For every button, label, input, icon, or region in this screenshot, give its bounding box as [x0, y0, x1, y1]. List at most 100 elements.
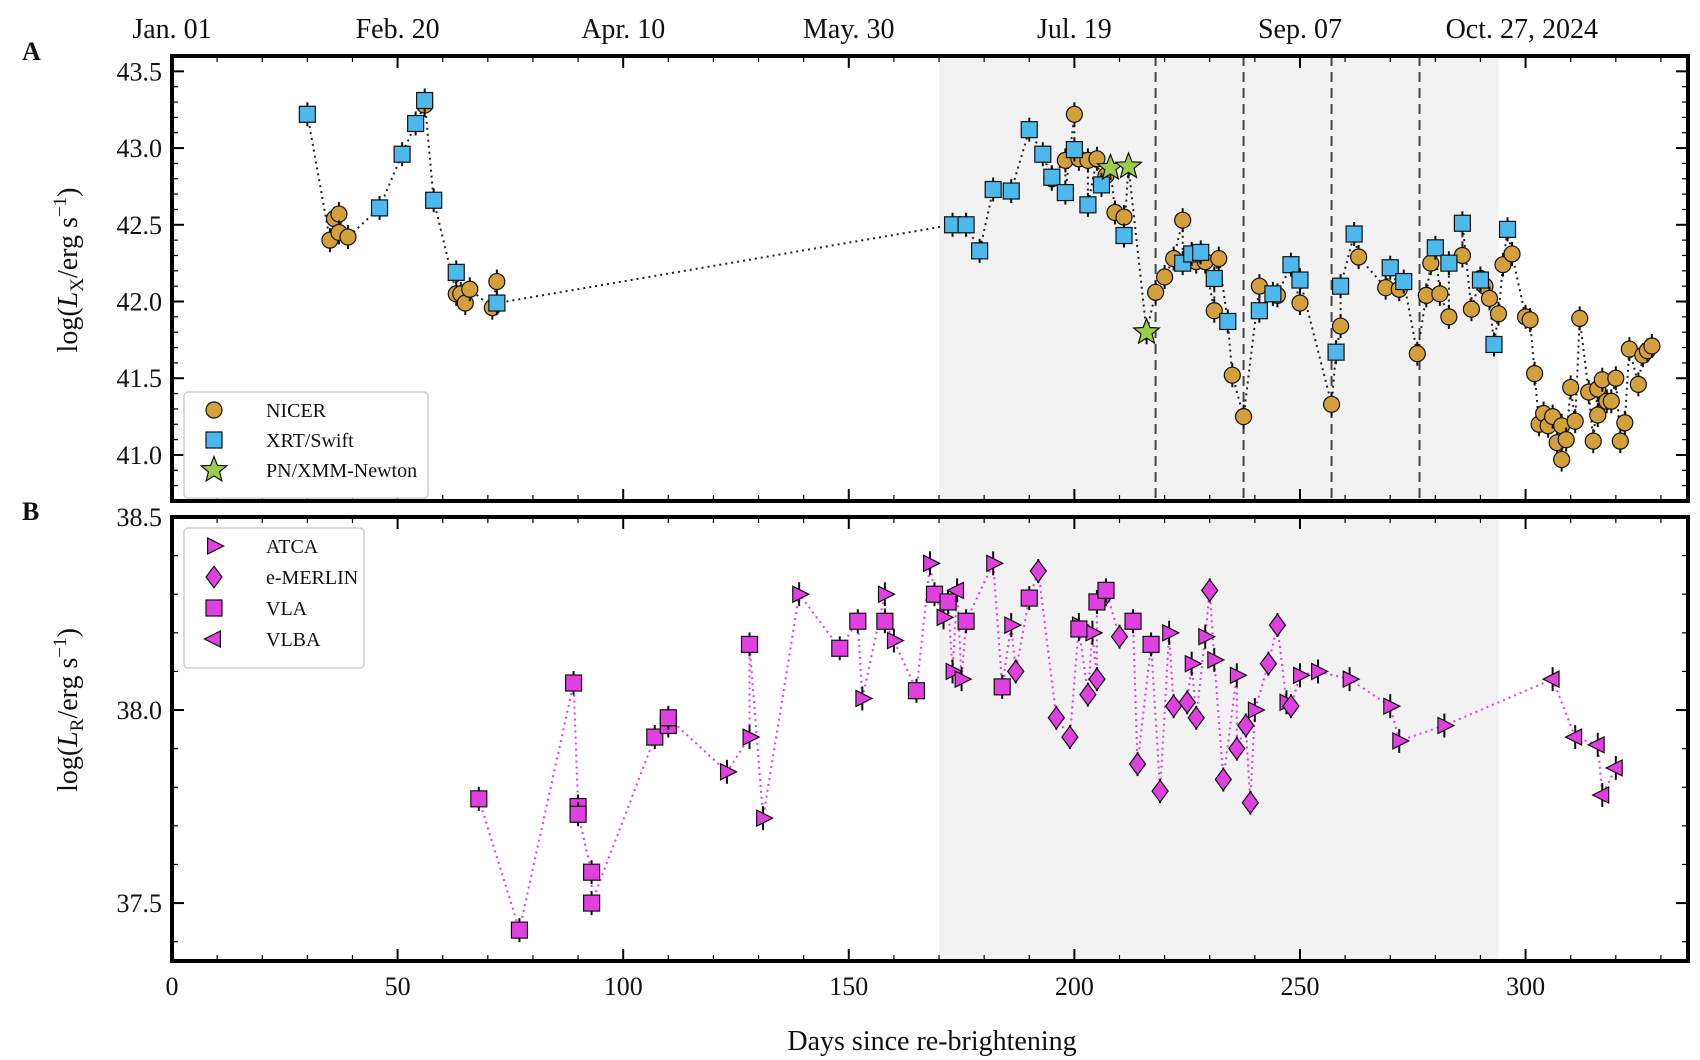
e-merlin-point: [1079, 682, 1097, 707]
nicer-point: [1589, 406, 1607, 424]
legend-box: [183, 391, 429, 499]
nicer-point: [1088, 150, 1106, 168]
vla-point: [1142, 635, 1160, 654]
nicer-point: [1350, 248, 1368, 266]
nicer-point: [1174, 211, 1192, 229]
panel-a-label: A: [22, 37, 41, 66]
e-merlin-point: [1187, 705, 1205, 730]
x-axis-label: Days since re-brightening: [787, 1026, 1076, 1057]
legend-marker-vla: [205, 599, 223, 617]
legend-marker-atca: [207, 537, 225, 555]
e-merlin-point: [1200, 578, 1219, 603]
atca-point: [1383, 697, 1402, 716]
vla-point: [583, 863, 601, 881]
legend-label-pn-xmm-newton: PN/XMM-Newton: [266, 460, 417, 482]
xrt-swift-point: [1002, 182, 1020, 200]
atca-point: [1162, 623, 1181, 642]
legend-marker-pn-xmm-newton: [199, 454, 229, 483]
nicer-point: [1571, 309, 1589, 327]
x-tick-label: 150: [829, 972, 868, 1001]
e-merlin-point: [1237, 713, 1255, 738]
xrt-swift-point: [1498, 220, 1517, 238]
atca-point: [954, 670, 973, 689]
y-tick-label: 43.0: [117, 134, 163, 163]
e-merlin-point: [1259, 651, 1278, 676]
atca-point: [1247, 701, 1266, 720]
x-tick-label: 50: [385, 972, 411, 1001]
xrt-swift-point: [1115, 226, 1133, 245]
vla-point: [876, 612, 894, 630]
legend-label-vla: VLA: [266, 598, 308, 620]
xrt-swift-point: [1034, 145, 1052, 163]
xrt-swift-point: [1395, 272, 1413, 291]
nicer-point: [1210, 249, 1228, 268]
x-tick-label: 0: [166, 972, 179, 1001]
nicer-point: [330, 205, 348, 223]
panel-a: 41.0 41.5 42.0 42.5 43.0 43.5 NICER XRT/Swift PN…: [117, 54, 1690, 503]
xrt-swift-point: [1250, 302, 1268, 320]
e-merlin-point: [1282, 694, 1300, 718]
vlba-point: [1564, 728, 1583, 747]
e-merlin-point: [1178, 690, 1196, 715]
nicer-point: [1146, 283, 1165, 301]
atca-point: [742, 728, 761, 747]
atca-point: [792, 585, 811, 604]
y-tick-label: 42.0: [117, 288, 163, 317]
atca-point: [1198, 627, 1217, 646]
nicer-point: [1422, 254, 1440, 272]
nicer-point: [1331, 317, 1350, 335]
atca-point: [886, 631, 905, 650]
xrt-swift-point: [1471, 271, 1490, 289]
xrt-swift-point: [1453, 214, 1472, 232]
xrt-swift-point: [298, 105, 316, 123]
vla-point: [569, 805, 587, 823]
y-tick-label: 43.5: [117, 57, 163, 86]
nicer-point: [339, 228, 357, 246]
legend-box: [183, 527, 365, 669]
nicer-point: [1234, 408, 1253, 426]
nicer-point: [488, 272, 506, 291]
nicer-point: [1440, 308, 1458, 326]
vlba-point: [1591, 786, 1610, 804]
nicer-point: [1205, 302, 1223, 320]
atca-point: [1311, 662, 1329, 681]
e-merlin-point: [1006, 659, 1025, 684]
nicer-point: [1322, 395, 1341, 413]
legend-label-atca: ATCA: [266, 536, 319, 558]
atca-point: [1292, 666, 1311, 685]
nicer-point: [1643, 337, 1661, 355]
vla-point: [470, 790, 488, 808]
nicer-point: [1562, 378, 1580, 397]
xrt-swift-point: [1440, 254, 1458, 272]
e-merlin-point: [1228, 736, 1246, 761]
nicer-point: [1584, 432, 1602, 450]
xrt-swift-point: [447, 263, 465, 281]
xrt-swift-point: [1282, 256, 1300, 274]
nicer-point: [1566, 412, 1584, 430]
xrt-swift-point: [1381, 259, 1399, 277]
y-tick-label: 42.5: [117, 211, 163, 240]
xrt-swift-point: [416, 91, 434, 110]
nicer-point: [1525, 365, 1544, 383]
nicer-point: [1553, 450, 1571, 469]
xrt-swift-point: [1327, 343, 1345, 361]
vla-point: [583, 894, 601, 912]
xrt-swift-point: [1056, 183, 1074, 202]
vla-point: [849, 612, 867, 630]
nicer-point: [1616, 414, 1634, 432]
nicer-point: [1156, 268, 1174, 286]
legend-label-xrt-swift: XRT/Swift: [266, 430, 354, 452]
atca-point: [1184, 654, 1203, 673]
e-merlin-point: [1061, 725, 1079, 749]
atca-point: [719, 762, 738, 781]
x-tick-label: 250: [1280, 972, 1319, 1001]
nicer-point: [1611, 432, 1629, 450]
e-merlin-point: [1110, 624, 1129, 649]
xrt-swift-point: [425, 191, 443, 209]
y-tick-label: 38.5: [117, 503, 163, 532]
xrt-swift-point: [957, 216, 975, 234]
y-tick-label: 41.5: [117, 364, 163, 393]
vla-point: [993, 678, 1011, 696]
xrt-swift-point: [1331, 277, 1350, 295]
